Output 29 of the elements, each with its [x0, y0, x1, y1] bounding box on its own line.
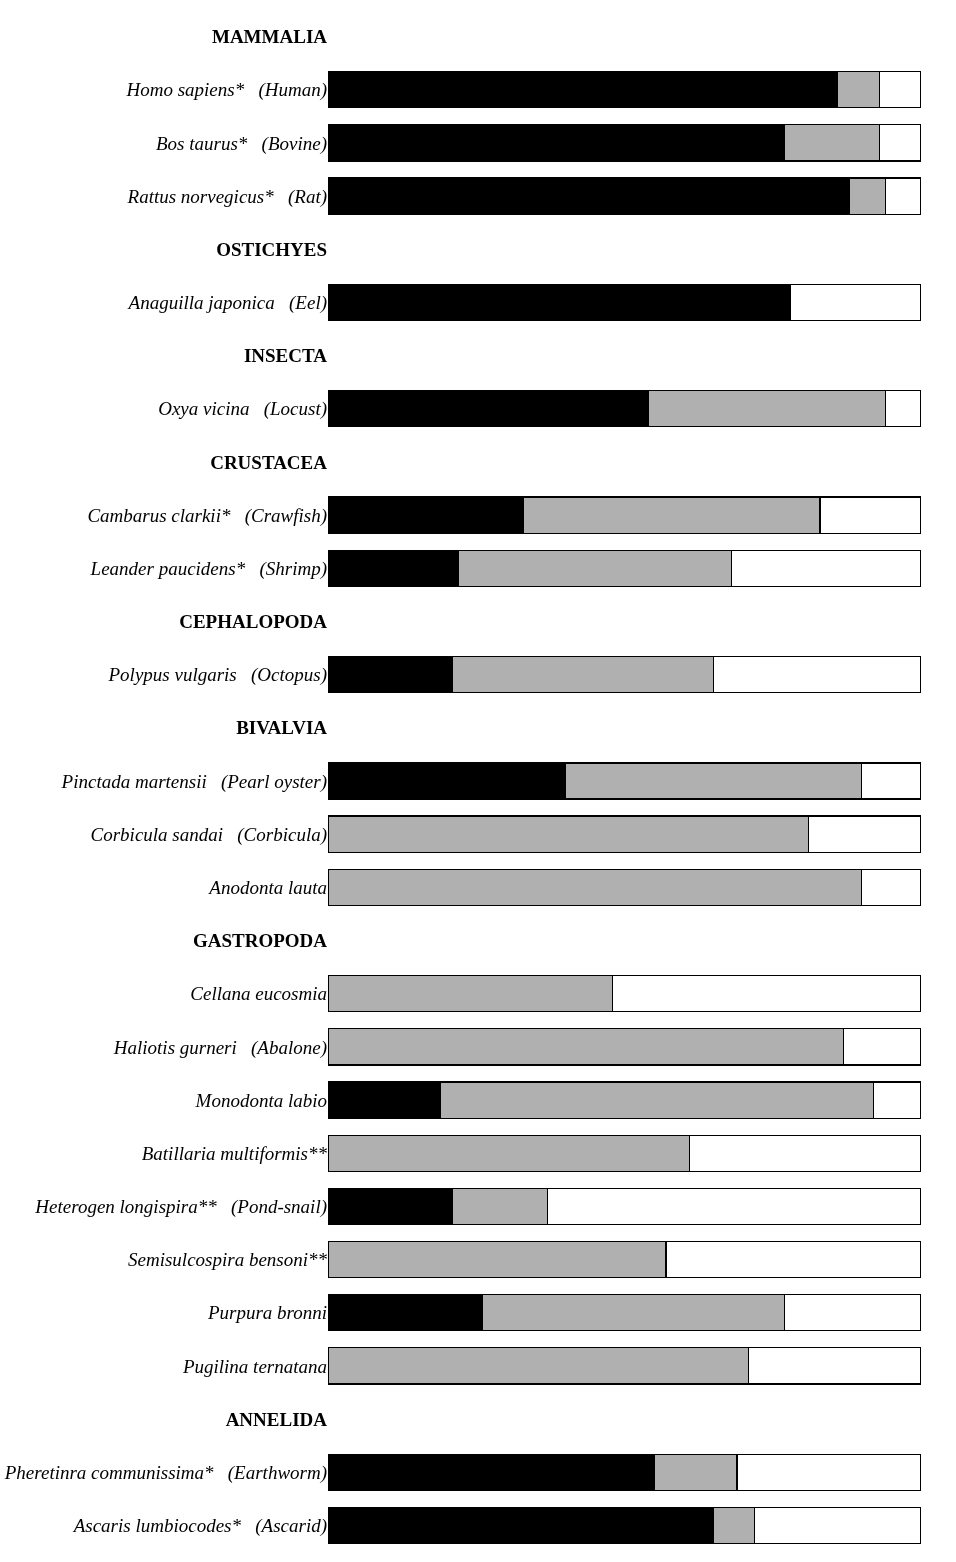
y-tick-label: CRUSTACEA: [210, 451, 328, 473]
y-tick-label: Batillaria multiformis**: [141, 1142, 328, 1164]
y-tick-label: Heterogen longispira** (Pond-snail): [34, 1196, 327, 1219]
y-tick-label: Pheretinra communissima* (Earthworm): [3, 1461, 327, 1484]
y-tick-label: INSECTA: [243, 345, 328, 367]
y-tick-label: Anaguilla japonica (Eel): [126, 292, 327, 315]
y-tick-label: Bos taurus* (Bovine): [156, 132, 327, 155]
y-tick-label: Cambarus clarkii* (Crawfish): [87, 504, 327, 527]
y-tick-label: Semisulcospira bensoni**: [128, 1249, 328, 1271]
y-tick-label: Rattus norvegicus* (Rat): [126, 185, 327, 208]
y-tick-label: Corbicula sandai (Corbicula): [90, 823, 327, 846]
y-tick-label: GASTROPODA: [192, 930, 328, 952]
y-tick-label: Cellana eucosmia: [190, 983, 327, 1005]
y-tick-label: OSTICHYES: [216, 238, 327, 260]
y-tick-label: BIVALVIA: [236, 717, 328, 739]
y-tick-label: Pugilina ternatana: [181, 1355, 327, 1377]
y-tick-label: Anodonta lauta: [207, 876, 327, 898]
y-tick-label: Oxya vicina (Locust): [158, 398, 327, 421]
y-tick-label: Leander paucidens* (Shrimp): [89, 557, 327, 580]
y-tick-label: Monodonta labio: [194, 1089, 327, 1111]
y-tick-label: CEPHALOPODA: [179, 611, 328, 633]
y-tick-label: ANNELIDA: [225, 1408, 328, 1430]
y-tick-label: Haliotis gurneri (Abalone): [112, 1036, 327, 1059]
y-tick-label: MAMMALIA: [211, 26, 328, 48]
y-tick-label: Pinctada martensii (Pearl oyster): [60, 770, 327, 793]
y-tick-label: Polypus vulgaris (Octopus): [107, 664, 327, 687]
y-tick-label: Homo sapiens* (Human): [125, 79, 327, 102]
y-tick-label: Ascaris lumbiocodes* (Ascarid): [71, 1515, 327, 1538]
y-tick-label: Purpura bronni: [206, 1302, 327, 1324]
